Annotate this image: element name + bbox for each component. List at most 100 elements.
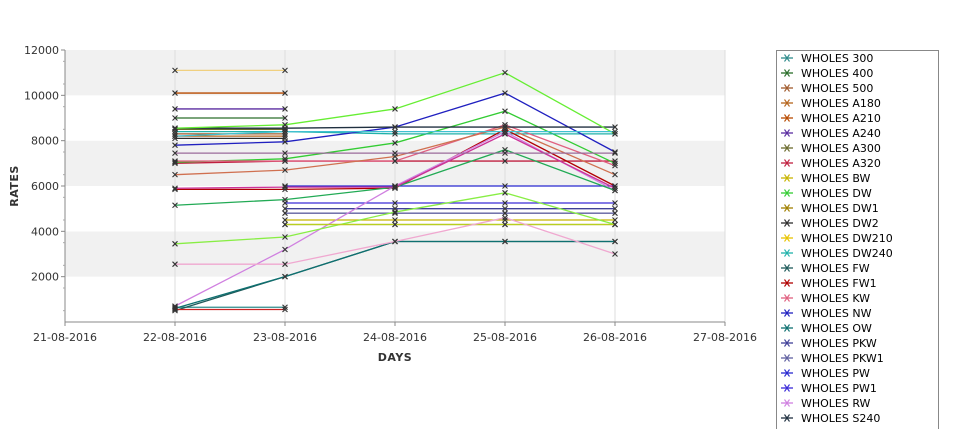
legend-label: WHOLES DW2 (801, 217, 879, 230)
data-point (282, 133, 288, 140)
data-point (392, 158, 398, 164)
data-point (502, 221, 508, 228)
legend-label: WHOLES PKW1 (801, 352, 884, 365)
legend-item: WHOLES DW210 (781, 232, 893, 245)
data-point (172, 126, 178, 133)
y-tick-label: 12000 (24, 44, 59, 57)
data-point (392, 106, 398, 112)
data-point (282, 115, 288, 121)
x-tick-label: 27-08-2016 (693, 331, 757, 344)
data-point (172, 125, 178, 132)
data-point (612, 205, 618, 212)
legend-box (776, 50, 939, 433)
legend-item: WHOLES NW (781, 307, 872, 320)
data-point (172, 305, 178, 312)
data-point (502, 200, 508, 206)
legend-item: WHOLES A300 (781, 142, 881, 155)
data-point (392, 185, 398, 192)
data-point (502, 130, 508, 137)
legend-marker (784, 219, 790, 227)
legend-item: WHOLES FW1 (781, 277, 877, 290)
legend-label: WHOLES DW210 (801, 232, 893, 245)
data-point (172, 306, 178, 313)
legend-label: WHOLES BW (801, 172, 871, 185)
legend-marker (784, 279, 790, 287)
legend-marker (784, 369, 790, 377)
y-tick-label: 10000 (24, 89, 59, 102)
data-point (612, 124, 618, 130)
y-tick-label: 6000 (31, 180, 59, 193)
legend-label: WHOLES A300 (801, 142, 881, 155)
legend-item: WHOLES 400 (781, 67, 873, 80)
legend-marker (784, 294, 790, 302)
data-point (612, 210, 618, 217)
y-tick-label: 8000 (31, 135, 59, 148)
legend-label: WHOLES PW (801, 367, 870, 380)
data-point (172, 158, 178, 164)
data-point (282, 121, 288, 128)
data-point (282, 158, 288, 164)
legend-label: WHOLES DW240 (801, 247, 893, 260)
data-point (282, 126, 288, 133)
legend-item: WHOLES BW (781, 172, 871, 185)
data-point (172, 142, 178, 149)
data-point (172, 261, 178, 268)
legend-marker (784, 159, 790, 167)
legend-label: WHOLES 400 (801, 67, 873, 80)
data-point (502, 121, 508, 128)
data-point (282, 150, 288, 157)
series-markers (172, 67, 618, 314)
data-point (282, 261, 288, 268)
legend-item: WHOLES DW2 (781, 217, 879, 230)
data-point (612, 130, 618, 137)
x-tick-label: 24-08-2016 (363, 331, 427, 344)
data-point (282, 304, 288, 311)
data-point (282, 106, 288, 112)
data-point (612, 200, 618, 206)
legend-marker (784, 249, 790, 257)
data-point (612, 162, 618, 169)
legend-item: WHOLES DW (781, 187, 872, 200)
data-point (392, 184, 398, 191)
legend-label: WHOLES PW1 (801, 382, 877, 395)
legend-marker (784, 54, 790, 62)
data-point (502, 158, 508, 164)
data-point (502, 189, 508, 196)
data-point (392, 210, 398, 217)
legend-label: WHOLES DW (801, 187, 872, 200)
legend-marker (784, 309, 790, 317)
legend-marker (784, 399, 790, 407)
legend-item: WHOLES FW (781, 262, 870, 275)
y-tick-label: 4000 (31, 225, 59, 238)
legend: WHOLES 300 WHOLES 400 WHOLES 500 WHOLES A18… (776, 50, 939, 433)
legend-label: WHOLES A180 (801, 97, 881, 110)
data-point (502, 90, 508, 96)
data-point (392, 209, 398, 215)
data-point (392, 200, 398, 206)
data-point (172, 240, 178, 247)
data-point (282, 217, 288, 223)
data-point (172, 307, 178, 314)
data-point (282, 167, 288, 174)
data-point (612, 160, 618, 167)
data-point (612, 187, 618, 194)
x-tick-label: 23-08-2016 (253, 331, 317, 344)
data-point (612, 150, 618, 157)
legend-marker (784, 84, 790, 92)
x-tick-label: 21-08-2016 (33, 331, 97, 344)
data-point (172, 159, 178, 166)
legend-item: WHOLES S240 (781, 412, 880, 425)
legend-marker (784, 174, 790, 182)
data-point (282, 196, 288, 203)
data-point (612, 221, 618, 228)
data-point (282, 184, 288, 191)
data-point (282, 234, 288, 240)
data-point (612, 217, 618, 223)
data-point (172, 185, 178, 192)
data-point (282, 138, 288, 145)
legend-item: WHOLES PW1 (781, 382, 877, 395)
data-point (502, 214, 508, 221)
data-point (282, 183, 288, 189)
